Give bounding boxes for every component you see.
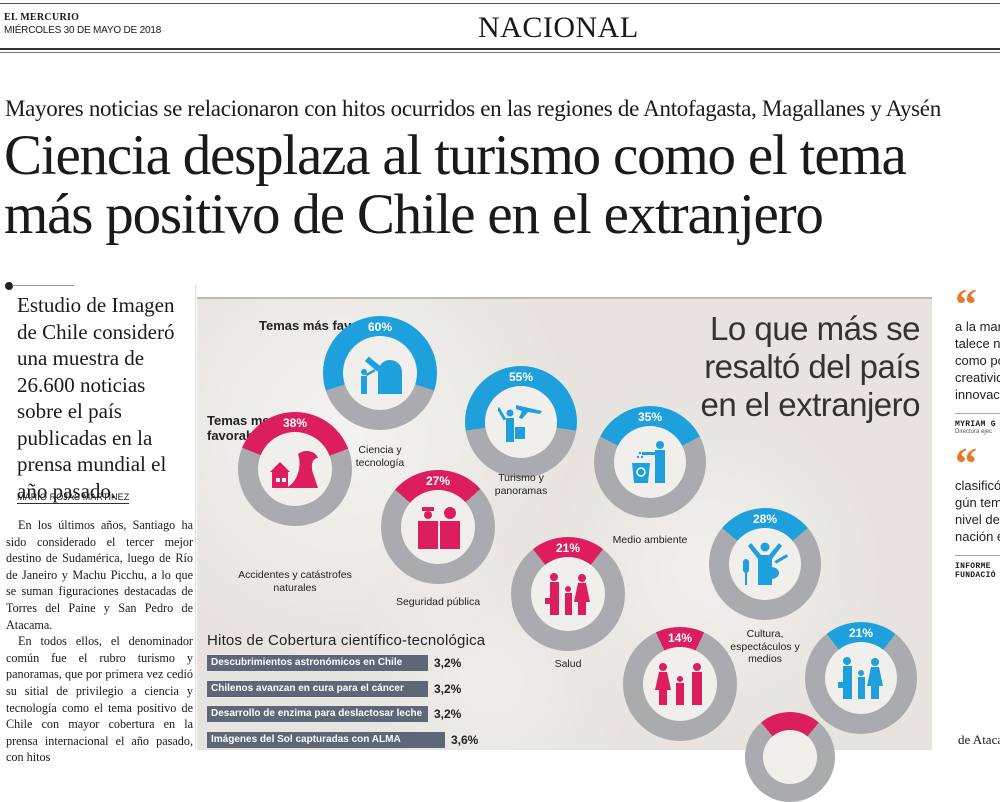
masthead-rule [0,48,1000,50]
traveler-icon [498,405,542,442]
police-icon [418,507,460,549]
issue-date: MIÉRCOLES 30 DE MAYO DE 2018 [4,25,162,36]
infographic-top-rule [197,297,932,299]
quote-line: clasificó [955,478,1000,493]
donut-familia: 14% [623,627,737,741]
article-body: En los últimos años, Santiago ha sido co… [6,517,193,766]
column-divider [195,285,196,750]
donut-caption: Seguridad pública [395,596,481,608]
newspaper-name: EL MERCURIO [4,12,80,23]
body-paragraph: En los últimos años, Santiago ha sido co… [6,518,193,632]
donut-accidentes: 38% [238,412,352,526]
quote-author: FUNDACIÓ [955,571,996,580]
donut-percent: 38% [282,416,308,430]
infographic-title: Lo que más se resaltó del país en el ext… [700,310,921,423]
quote-line: talece n [955,336,1000,351]
quote-divider [955,555,1000,556]
donut-caption: Salud [554,658,582,670]
quote-line: gún tem [955,495,1000,510]
lead-rule [12,285,74,286]
donut-percent: 21% [848,626,874,640]
byline: MARIO ROJAS MARTÍNEZ [17,492,130,504]
quote-line: nivel de [955,512,1000,527]
article-kicker: Mayores noticias se relacionaron con hit… [5,96,941,121]
donut-caption: Cultura, espectáculos y medios [730,628,800,665]
bar-enzima: Desarrollo de enzima para deslactosar le… [207,706,428,722]
donut-percent: 14% [667,631,693,645]
article-headline: Ciencia desplaza al turismo como el tema… [4,124,907,246]
bar-value: 3,2% [434,656,462,670]
donut-percent: 60% [367,320,393,334]
bar-value: 3,6% [451,733,479,747]
donut-medio-ambiente: 35% [594,406,706,518]
donut-salud-favorable: 21% [805,622,917,734]
quote-author: MYRIAM G [955,420,996,429]
donut-percent: 27% [425,474,451,488]
observatory-icon [361,356,402,394]
masthead-rule-thin [0,52,1000,53]
lead-bullet [5,282,13,290]
quote-line: nación e [955,529,1000,544]
quote-line: a la mar [955,319,1000,334]
bar-value: 3,2% [434,682,462,696]
body-paragraph: En todos ellos, el denominador común fue… [6,634,193,765]
bar-cancer: Chilenos avanzan en cura para el cáncer [207,681,428,697]
donut-percent: 35% [637,410,663,424]
donut-seguridad: 27% [381,470,495,584]
quote-mark-icon: “ [955,290,977,329]
donut-caption: Ciencia y tecnología [355,444,405,469]
health-family-icon [838,657,883,699]
donut-caption: Accidentes y catástrofes naturales [238,569,352,594]
family-icon [655,663,702,705]
quote-line: creativid [955,370,1000,385]
bar-alma: Imágenes del Sol capturadas con ALMA [207,732,445,748]
infographic-panel [197,298,932,750]
donut-percent: 55% [508,370,534,384]
right-column-body-text: de Atacam [958,732,1000,747]
donut-salud: 21% [511,537,625,651]
headline-line-2: más positivo de Chile en el extranjero [4,183,824,246]
quote-mark-icon: “ [955,439,977,488]
donut-percent: 28% [752,512,778,526]
top-rule [0,3,1000,4]
right-column-quotes: “ a la mar talece n como po creativid in… [955,290,1000,580]
quote-line: como po [955,353,1000,368]
bar-value: 3,2% [434,707,462,721]
musician-icon [743,542,789,585]
donut-percent: 21% [555,541,581,555]
article-lead: Estudio de Imagen de Chile consideró una… [17,293,175,503]
section-title: NACIONAL [478,11,639,44]
donut-partial [745,712,835,802]
recycling-icon [632,441,665,483]
donut-ciencia: 60% [323,316,437,430]
quote-divider [955,413,1000,414]
quote-author: INFORME [955,562,991,571]
donut-cultura: 28% [709,508,821,620]
quote-role: Directora ejec [955,429,993,435]
donut-turismo: 55% [465,366,577,478]
headline-line-1: Ciencia desplaza al turismo como el tema [4,124,907,187]
donut-caption: Medio ambiente [612,534,688,546]
bar-astronomicos: Descubrimientos astronómicos en Chile [207,655,428,671]
donut-caption: Turismo y panoramas [494,472,548,497]
tsunami-icon [270,451,318,488]
bars-title: Hitos de Cobertura científico-tecnológic… [207,632,486,649]
health-family-icon [545,573,590,615]
quote-line: innovac [955,387,1000,402]
